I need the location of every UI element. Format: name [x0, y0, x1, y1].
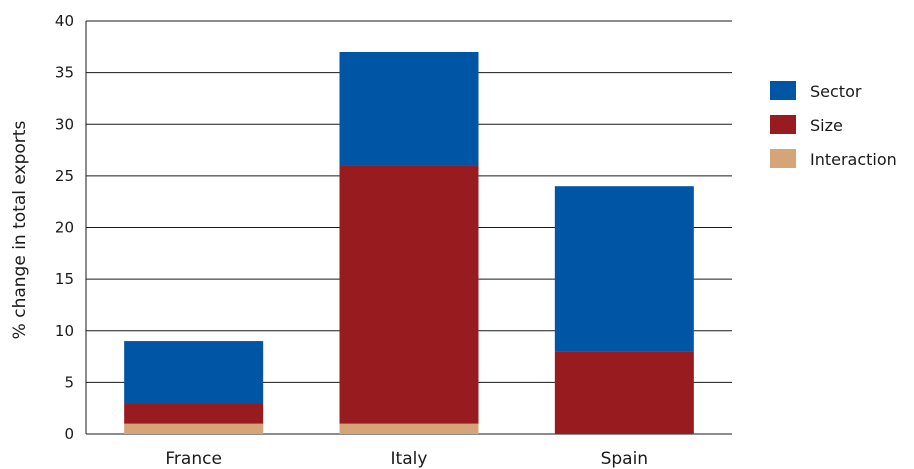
legend: Sector Size Interaction — [770, 81, 897, 169]
legend-swatch-interaction — [770, 149, 796, 168]
bar-italy-sector — [339, 51, 479, 166]
bar-italy-size — [339, 165, 479, 424]
y-tick-label-10: 10 — [55, 322, 74, 340]
x-tick-labels: France Italy Spain — [165, 449, 648, 469]
legend-label-size: Size — [810, 116, 843, 135]
y-tick-label-25: 25 — [55, 167, 74, 185]
y-tick-label-15: 15 — [55, 270, 74, 288]
x-tick-label-italy: Italy — [391, 449, 428, 469]
x-tick-label-france: France — [165, 449, 222, 469]
y-tick-label-35: 35 — [55, 64, 74, 82]
bars — [124, 51, 694, 434]
y-tick-labels: 0 5 10 15 20 25 30 35 40 — [55, 12, 74, 443]
legend-label-interaction: Interaction — [810, 150, 897, 169]
legend-swatch-sector — [770, 81, 796, 100]
bar-france-interaction — [124, 423, 264, 434]
y-tick-label-30: 30 — [55, 115, 74, 133]
y-tick-label-0: 0 — [64, 425, 74, 443]
y-tick-label-40: 40 — [55, 12, 74, 30]
bar-italy-interaction — [339, 423, 479, 434]
bar-france-sector — [124, 341, 264, 404]
y-tick-label-5: 5 — [64, 373, 74, 391]
legend-label-sector: Sector — [810, 82, 862, 101]
bar-spain-size — [554, 351, 694, 434]
legend-swatch-size — [770, 115, 796, 134]
bar-spain-sector — [554, 186, 694, 352]
x-tick-label-spain: Spain — [601, 449, 649, 469]
y-tick-label-20: 20 — [55, 219, 74, 237]
y-axis-title: % change in total exports — [10, 121, 30, 340]
bar-france-size — [124, 403, 264, 424]
